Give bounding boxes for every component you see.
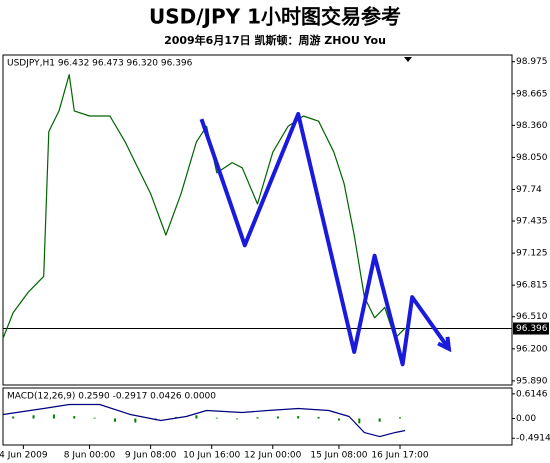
price-line [2, 74, 406, 339]
x-tick-label: 4 Jun 2009 [0, 451, 48, 461]
macd-bar [256, 417, 259, 419]
x-tick-label: 15 Jun 08:00 [310, 451, 367, 461]
macd-bar [134, 418, 137, 423]
y-tick-label: 96.510 [516, 312, 548, 322]
y-tick-label: 97.74 [516, 185, 542, 195]
macd-header: MACD(12,26,9) 0.2590 -0.2917 0.0426 0.00… [7, 392, 216, 402]
main-panel [2, 54, 513, 386]
y-tick-label: 98.665 [516, 89, 548, 99]
macd-bar [73, 416, 76, 419]
last-price-label: 96.396 [516, 324, 548, 334]
y-tick-label: 97.435 [516, 217, 548, 227]
x-tick-label: 8 Jun 00:00 [64, 451, 116, 461]
macd-bar [113, 418, 116, 422]
x-tick-label: 10 Jun 16:00 [183, 451, 240, 461]
macd-panel [2, 387, 513, 446]
price-header: USDJPY,H1 96.432 96.473 96.320 96.396 [7, 59, 193, 69]
macd-bar [52, 414, 55, 419]
macd-bar [378, 418, 381, 422]
macd-bar [32, 415, 35, 419]
last-price-box [513, 322, 549, 335]
macd-bar [276, 416, 279, 419]
y-tick-label: 96.815 [516, 281, 548, 291]
macd-bar [337, 418, 340, 421]
x-tick-label: 16 Jun 17:00 [371, 451, 428, 461]
chart-subtitle: 2009年6月17日 凯斯顿：周游 ZHOU You [164, 33, 386, 47]
macd-bar [297, 416, 300, 419]
y-tick-label: 96.200 [516, 344, 548, 354]
shift-marker [404, 57, 412, 62]
trend-arrow [199, 112, 451, 367]
y-tick-label: -0.4914 [516, 434, 550, 444]
macd-bar [93, 417, 96, 419]
macd-bar [236, 418, 239, 420]
macd-line [2, 403, 406, 438]
y-tick-label: 98.360 [516, 121, 548, 131]
y-tick-label: 0.6146 [516, 389, 548, 399]
y-tick-label: 98.050 [516, 153, 548, 163]
x-tick-label: 9 Jun 08:00 [125, 451, 177, 461]
macd-bar [195, 415, 198, 419]
x-tick-label: 12 Jun 00:00 [244, 451, 301, 461]
y-tick-label: 97.125 [516, 249, 548, 259]
chart-title: USD/JPY 1小时图交易参考 [149, 5, 401, 29]
macd-bar [358, 418, 361, 424]
macd-bar [215, 417, 218, 419]
macd-bar [12, 416, 15, 419]
y-tick-label: 0.00 [516, 414, 536, 424]
macd-bar [317, 416, 320, 419]
arrow-head [437, 336, 452, 353]
y-tick-label: 98.975 [516, 57, 548, 67]
y-tick-label: 95.890 [516, 376, 548, 386]
macd-bar [399, 417, 402, 419]
